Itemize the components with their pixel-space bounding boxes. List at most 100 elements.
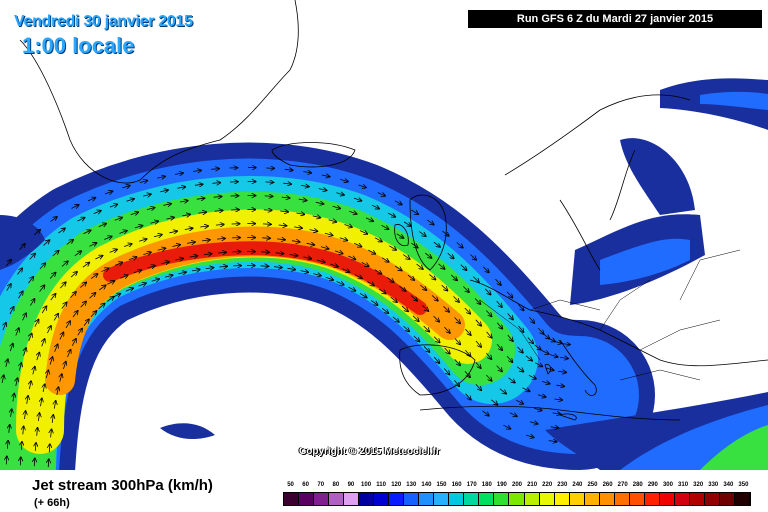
scale-label: 220 — [542, 482, 553, 488]
wind-arrow-icon — [486, 374, 491, 381]
scale-label: 80 — [332, 482, 340, 488]
wind-arrow-icon — [83, 230, 90, 233]
wind-arrow-icon — [553, 341, 562, 343]
wind-arrow-icon — [98, 304, 105, 310]
wind-arrow-icon — [203, 254, 212, 255]
scale-swatch — [419, 493, 435, 505]
wind-arrow-icon — [359, 293, 367, 297]
wind-arrow-icon — [482, 410, 489, 416]
wind-arrow-icon — [403, 325, 409, 332]
wind-arrow-icon — [213, 197, 222, 198]
wind-arrow-icon — [37, 428, 38, 436]
wind-arrow-icon — [87, 198, 95, 201]
wind-arrow-icon — [535, 362, 542, 367]
wind-arrow-icon — [336, 193, 345, 195]
wind-arrow-icon — [291, 241, 300, 242]
greenland-coast — [19, 0, 299, 184]
wind-arrow-icon — [433, 356, 439, 363]
wind-arrow-icon — [200, 226, 208, 227]
scale-swatch — [629, 493, 645, 505]
wind-arrow-icon — [336, 281, 344, 284]
wind-arrow-icon — [354, 243, 361, 246]
wind-arrow-icon — [58, 228, 66, 234]
wind-arrow-icon — [547, 337, 555, 342]
wind-arrow-icon — [28, 277, 34, 284]
wind-arrow-icon — [6, 359, 8, 368]
wind-arrow-icon — [296, 213, 305, 214]
scale-swatch — [314, 493, 330, 505]
wind-arrow-icon — [107, 281, 114, 284]
wind-arrow-icon — [491, 399, 497, 405]
wind-arrow-icon — [219, 266, 227, 267]
wind-arrow-icon — [381, 225, 389, 229]
scale-swatch — [509, 493, 525, 505]
wind-arrow-icon — [43, 384, 45, 392]
wind-arrow-icon — [496, 343, 502, 350]
secondary-jets — [0, 78, 768, 470]
wind-arrow-icon — [427, 219, 434, 225]
wind-arrow-icon — [130, 212, 139, 214]
wind-arrow-icon — [212, 183, 220, 184]
wind-arrow-icon — [70, 292, 77, 298]
wind-arrow-icon — [411, 209, 418, 214]
wind-arrow-icon — [196, 198, 205, 199]
wind-arrow-icon — [77, 329, 82, 336]
scale-label: 340 — [723, 482, 734, 488]
scale-swatch — [524, 493, 540, 505]
wind-arrow-icon — [402, 254, 410, 260]
wind-arrow-icon — [506, 291, 512, 298]
scale-swatch — [374, 493, 390, 505]
wind-arrow-icon — [51, 429, 52, 438]
wind-arrow-icon — [25, 411, 26, 420]
scale-label: 170 — [466, 482, 477, 488]
scale-label: 320 — [693, 482, 704, 488]
wind-arrow-icon — [150, 221, 159, 223]
wind-arrow-icon — [365, 218, 373, 221]
lead-time: (+ 66h) — [34, 497, 70, 509]
wind-arrow-icon — [107, 297, 114, 302]
wind-arrow-icon — [41, 398, 42, 407]
wind-arrow-icon — [42, 339, 45, 347]
wind-arrow-icon — [202, 240, 210, 241]
wind-arrow-icon — [473, 276, 479, 283]
wind-arrow-icon — [392, 316, 399, 322]
wind-arrow-icon — [475, 384, 481, 390]
wind-arrow-icon — [122, 186, 130, 188]
wind-arrow-icon — [423, 325, 430, 332]
italy-coast — [559, 339, 597, 396]
wind-arrow-icon — [464, 370, 470, 377]
wind-arrow-icon — [525, 355, 532, 361]
wind-arrow-icon — [147, 266, 156, 268]
wind-arrow-icon — [175, 258, 183, 260]
wind-arrow-icon — [95, 256, 102, 259]
wind-arrow-icon — [61, 261, 68, 267]
copyright-notice: Copyright © 2015 Meteociel.fr — [299, 446, 440, 457]
wind-arrow-icon — [21, 442, 22, 450]
wind-arrow-icon — [528, 374, 536, 379]
scale-swatch — [704, 493, 720, 505]
scale-label: 120 — [391, 482, 402, 488]
scale-swatch — [569, 493, 585, 505]
wind-arrow-icon — [316, 260, 325, 262]
wind-arrow-icon — [16, 378, 18, 386]
wind-arrow-icon — [18, 291, 23, 299]
wind-arrow-icon — [456, 242, 463, 248]
wind-arrow-icon — [7, 441, 8, 449]
wind-arrow-icon — [378, 288, 386, 294]
wind-arrow-icon — [328, 220, 337, 222]
product-title: Jet stream 300hPa (km/h) — [32, 477, 213, 494]
scale-swatch — [479, 493, 495, 505]
wind-arrow-icon — [389, 245, 396, 250]
wind-arrow-icon — [39, 263, 46, 270]
wind-arrow-icon — [215, 224, 224, 225]
wind-arrow-icon — [340, 179, 348, 181]
wind-arrow-icon — [516, 399, 523, 404]
wind-arrow-icon — [120, 275, 127, 278]
wind-arrow-icon — [303, 257, 312, 259]
wind-arrow-icon — [454, 317, 461, 324]
wind-arrow-icon — [358, 185, 367, 188]
wind-arrow-icon — [133, 270, 142, 273]
jet-stream-map — [0, 0, 768, 470]
wind-arrow-icon — [325, 277, 334, 280]
scale-label: 200 — [511, 482, 522, 488]
